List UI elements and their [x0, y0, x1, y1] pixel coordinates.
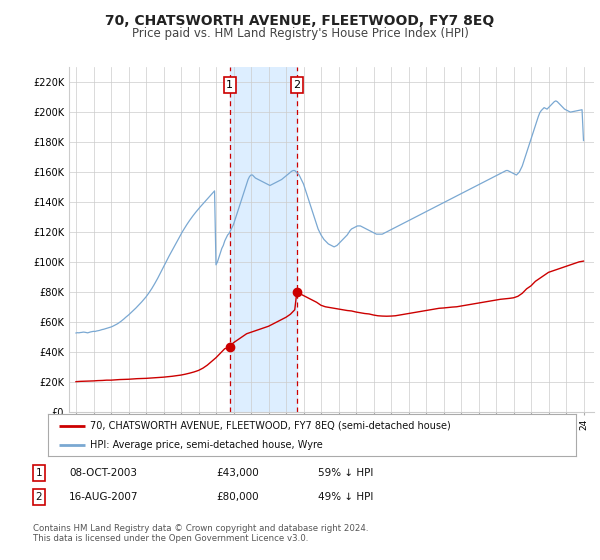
Text: Contains HM Land Registry data © Crown copyright and database right 2024.: Contains HM Land Registry data © Crown c…	[33, 524, 368, 533]
Bar	[230, 67, 297, 412]
Text: 2: 2	[35, 492, 43, 502]
Text: £80,000: £80,000	[216, 492, 259, 502]
Text: Price paid vs. HM Land Registry's House Price Index (HPI): Price paid vs. HM Land Registry's House …	[131, 27, 469, 40]
Text: 1: 1	[35, 468, 43, 478]
Text: 49% ↓ HPI: 49% ↓ HPI	[318, 492, 373, 502]
Text: 59% ↓ HPI: 59% ↓ HPI	[318, 468, 373, 478]
Text: HPI: Average price, semi-detached house, Wyre: HPI: Average price, semi-detached house,…	[90, 440, 323, 450]
Text: 16-AUG-2007: 16-AUG-2007	[69, 492, 139, 502]
Text: 70, CHATSWORTH AVENUE, FLEETWOOD, FY7 8EQ (semi-detached house): 70, CHATSWORTH AVENUE, FLEETWOOD, FY7 8E…	[90, 421, 451, 431]
Text: £43,000: £43,000	[216, 468, 259, 478]
Text: 70, CHATSWORTH AVENUE, FLEETWOOD, FY7 8EQ: 70, CHATSWORTH AVENUE, FLEETWOOD, FY7 8E…	[106, 14, 494, 28]
Text: This data is licensed under the Open Government Licence v3.0.: This data is licensed under the Open Gov…	[33, 534, 308, 543]
Text: 1: 1	[226, 80, 233, 90]
Text: 08-OCT-2003: 08-OCT-2003	[69, 468, 137, 478]
Text: 2: 2	[293, 80, 301, 90]
